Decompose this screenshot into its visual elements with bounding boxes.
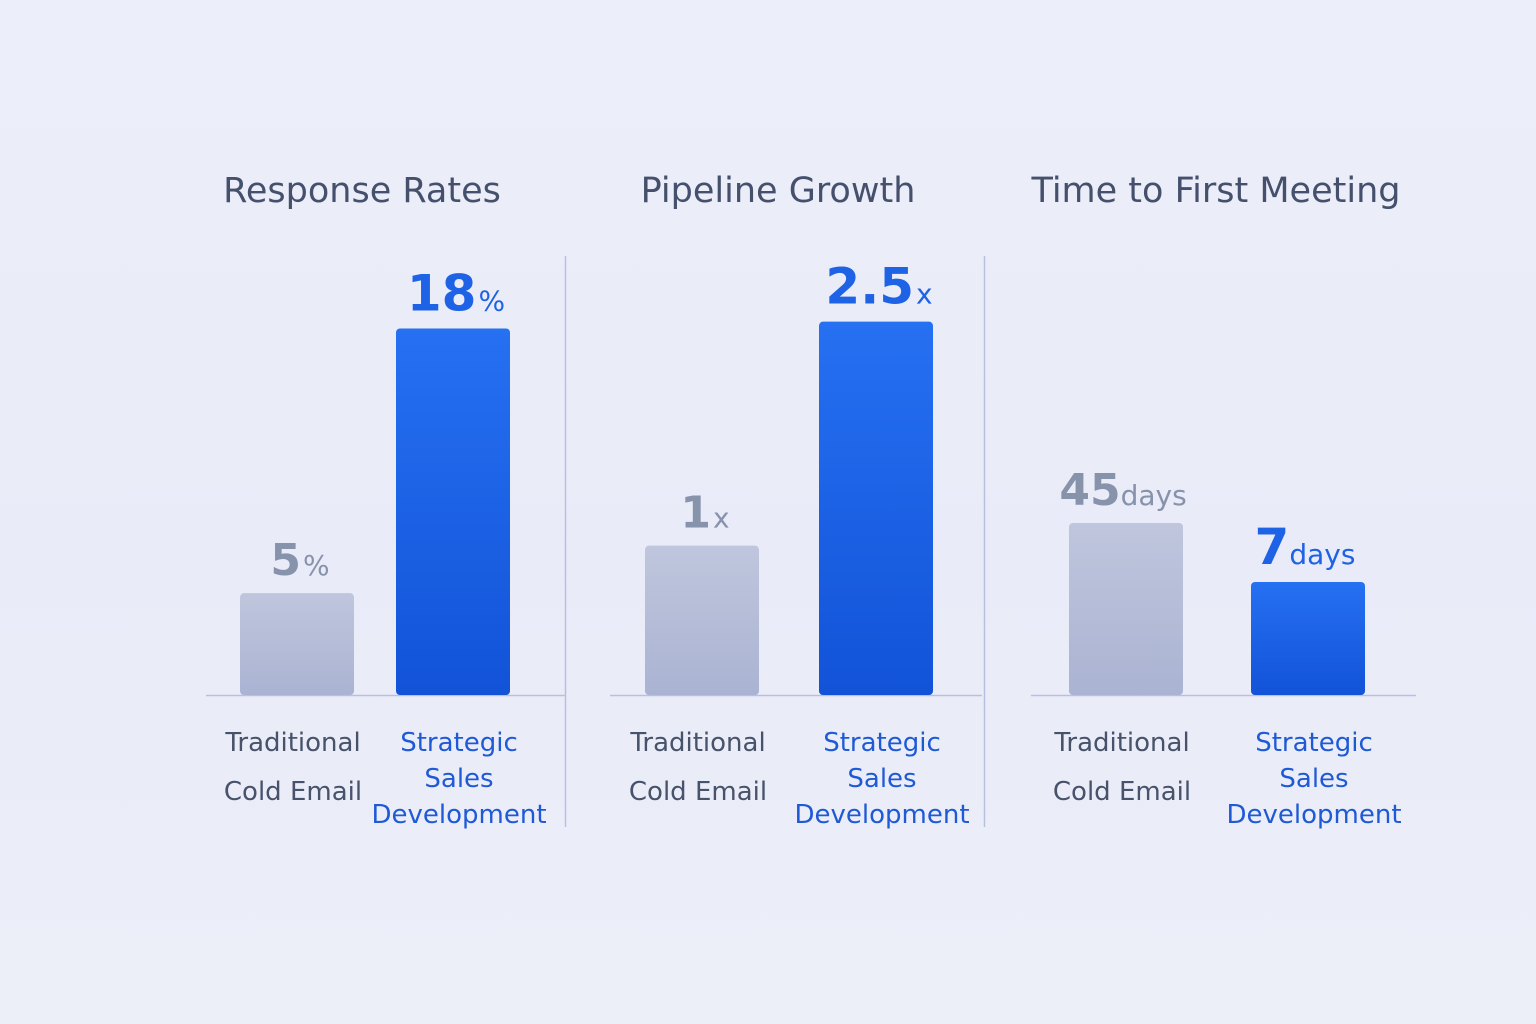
data-label: 45days	[1059, 465, 1186, 516]
tick-label: Sales	[847, 764, 916, 794]
chart-panel-1: Response Rates 5% Traditional Cold Email 18%…	[206, 171, 565, 830]
bar-traditional-cold-email	[645, 545, 759, 695]
tick-label: Development	[794, 800, 969, 830]
tick-label: Strategic	[1255, 728, 1373, 758]
chart-title: Response Rates	[223, 171, 501, 211]
data-label: 1x	[680, 488, 729, 539]
tick-label: Traditional	[1053, 728, 1189, 758]
data-label-unit: %	[303, 549, 330, 582]
bar-strategic-sales-development	[819, 321, 933, 695]
tick-label: Cold Email	[224, 777, 362, 807]
tick-label: Sales	[424, 764, 493, 794]
data-label-number: 2.5	[825, 258, 914, 316]
chart-title: Pipeline Growth	[641, 171, 916, 211]
data-label-unit: days	[1289, 538, 1355, 571]
tick-label: Traditional	[224, 728, 360, 758]
tick-label: Development	[1226, 800, 1401, 830]
tick-label: Strategic	[400, 728, 518, 758]
data-label: 7days	[1255, 518, 1356, 576]
data-label-unit: %	[478, 284, 505, 317]
bar-strategic-sales-development	[1251, 582, 1365, 695]
tick-label: Traditional	[629, 728, 765, 758]
chart-title: Time to First Meeting	[1031, 171, 1401, 211]
tick-label: Strategic	[823, 728, 941, 758]
data-label-unit: x	[713, 502, 730, 535]
data-label-number: 7	[1255, 518, 1290, 576]
bar-traditional-cold-email	[240, 593, 354, 695]
tick-label: Cold Email	[629, 777, 767, 807]
data-label-number: 18	[407, 264, 477, 322]
data-label-number: 1	[680, 488, 711, 539]
data-label: 2.5x	[825, 258, 932, 316]
data-label: 18%	[407, 264, 505, 322]
data-label: 5%	[270, 535, 329, 586]
data-label-unit: x	[916, 278, 933, 311]
tick-label: Sales	[1279, 764, 1348, 794]
data-label-number: 45	[1059, 465, 1120, 516]
data-label-unit: days	[1121, 479, 1187, 512]
chart-panel-3: Time to First Meeting45daysTraditionalCo…	[1031, 171, 1416, 830]
data-label-number: 5	[270, 535, 301, 586]
tick-label: Cold Email	[1053, 777, 1191, 807]
bar-traditional-cold-email	[1069, 523, 1183, 695]
tick-label: Development	[371, 800, 546, 830]
bar-strategic-sales-development	[396, 328, 510, 695]
